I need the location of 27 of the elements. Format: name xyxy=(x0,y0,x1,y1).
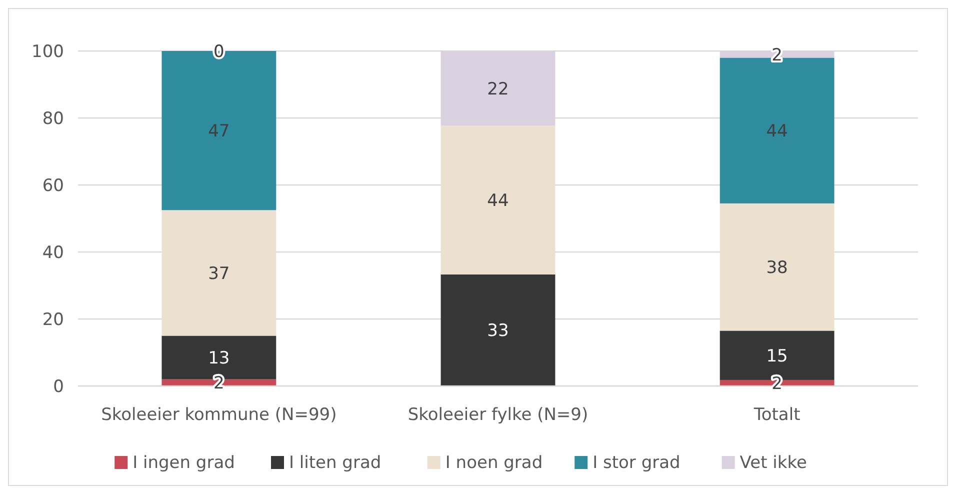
data-label: 47 xyxy=(208,122,230,142)
data-label: 13 xyxy=(208,348,230,368)
legend-label: I liten grad xyxy=(289,453,382,473)
bar xyxy=(440,274,556,386)
y-tick-label: 0 xyxy=(53,376,64,397)
data-label: 33 xyxy=(487,321,509,342)
data-label: 44 xyxy=(487,191,509,212)
legend-label: Vet ikke xyxy=(740,453,807,473)
bar xyxy=(440,126,556,274)
x-tick-label: Skoleeier kommune (N=99) xyxy=(101,405,337,425)
data-label: 44 xyxy=(766,122,788,142)
y-tick-label: 20 xyxy=(42,310,64,330)
data-label: 38 xyxy=(766,258,788,278)
data-label: 22 xyxy=(487,79,509,100)
legend-label: I ingen grad xyxy=(132,453,235,473)
data-label: 37 xyxy=(208,264,230,284)
x-tick-label: Skoleeier fylke (N=9) xyxy=(408,405,588,425)
y-tick-label: 60 xyxy=(42,176,64,196)
data-label: 15 xyxy=(766,346,788,366)
bar xyxy=(162,210,276,336)
legend-label: I stor grad xyxy=(592,453,680,473)
y-tick-label: 40 xyxy=(42,242,64,263)
x-tick-label: Totalt xyxy=(752,405,801,425)
y-tick-label: 80 xyxy=(42,108,64,129)
y-tick-label: 100 xyxy=(32,42,64,62)
bar xyxy=(720,203,834,331)
legend-label: I noen grad xyxy=(445,453,543,473)
